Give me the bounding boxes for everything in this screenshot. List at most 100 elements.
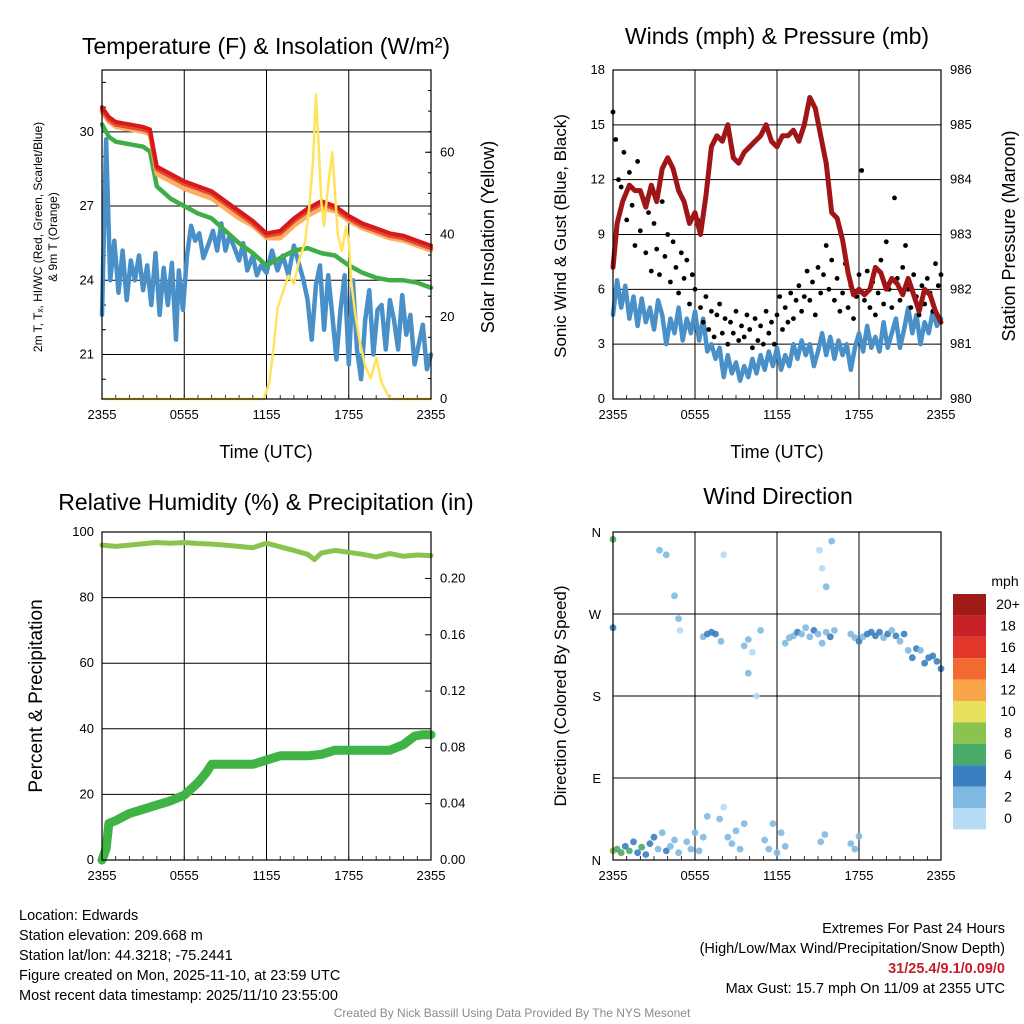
- wind-gust-point: [916, 312, 922, 318]
- rh-ytick-right-label: 0.08: [440, 739, 465, 754]
- rh-xtick-label: 2355: [417, 868, 446, 883]
- dir-legend-title: mph: [991, 573, 1018, 589]
- dir-point: [634, 849, 641, 857]
- rh-ytick-left-label: 20: [80, 786, 94, 801]
- station-latlon: Station lat/lon: 44.3218; -75.2441: [19, 948, 233, 964]
- temp-ylabel-left-line1: 2m T, Tₓ, HI/WC (Red, Green, Scarlet/Blu…: [31, 122, 45, 352]
- dir-point: [904, 647, 912, 654]
- dir-point: [662, 551, 670, 559]
- legend-swatch: [953, 808, 986, 830]
- wind-plot: 2355 0555 1155 1755 235503691215189809819829…: [591, 62, 972, 422]
- wind-ytick-left-label: 12: [591, 172, 605, 187]
- wind-gust-point: [654, 246, 660, 252]
- wind-gust-point: [698, 305, 703, 310]
- wind-gust-point: [637, 228, 643, 234]
- dir-point: [630, 838, 637, 846]
- dir-point: [654, 845, 662, 853]
- rh-xtick-label: 1155: [253, 868, 281, 883]
- wind-gust-point: [711, 334, 717, 340]
- wind-gust-point: [659, 199, 665, 205]
- rh-ytick-right-label: 0.04: [440, 796, 465, 811]
- wind-gust-point: [815, 265, 821, 270]
- dir-point: [773, 849, 781, 857]
- dir-point: [675, 849, 682, 857]
- rh-ytick-right-label: 0.20: [440, 570, 465, 585]
- dir-point: [671, 592, 678, 600]
- dir-point: [617, 849, 625, 857]
- dir-xtick-label: 1155: [763, 868, 791, 883]
- dir-point: [892, 632, 900, 640]
- wind-ytick-right-label: 982: [950, 281, 972, 296]
- wind-series-sonic-wind: [610, 277, 944, 383]
- temp-ytick-right-label: 0: [440, 391, 447, 406]
- max-gust: Max Gust: 15.7 mph On 11/09 at 2355 UTC: [725, 981, 1005, 997]
- wind-gust-point: [747, 327, 753, 332]
- rh-ytick-left-label: 0: [87, 852, 94, 867]
- dir-point: [761, 836, 769, 844]
- wind-series-station-pressure: [610, 94, 944, 325]
- temp-ytick-right-label: 40: [440, 227, 454, 242]
- temp-series-dewpoint: [99, 122, 434, 290]
- dir-point: [765, 845, 773, 853]
- wind-gust-point: [867, 305, 873, 310]
- rh-series-precipitation: [97, 730, 436, 865]
- dir-point: [638, 843, 646, 851]
- dir-point: [671, 836, 678, 844]
- temp-series-2m-t: [100, 105, 433, 248]
- dir-point: [744, 669, 752, 677]
- wind-gust-point: [651, 221, 657, 226]
- wind-gust-point: [635, 159, 640, 164]
- wind-gust-point: [763, 308, 769, 314]
- wind-gust-point: [613, 137, 619, 142]
- legend-swatch: [953, 615, 986, 637]
- dir-point: [728, 840, 736, 847]
- dir-point: [855, 832, 863, 840]
- dir-ytick-label: S: [592, 689, 601, 704]
- wind-gust-point: [864, 268, 870, 274]
- wind-gust-point: [648, 268, 654, 274]
- dir-point: [716, 815, 723, 823]
- wind-gust-point: [791, 316, 796, 321]
- wind-gust-point: [878, 257, 884, 263]
- dir-point: [818, 639, 826, 647]
- wind-gust-point: [829, 257, 835, 263]
- wind-gust-point: [676, 290, 681, 296]
- dir-point: [736, 845, 744, 853]
- wind-gust-point: [643, 250, 649, 256]
- dir-point: [642, 851, 650, 858]
- rh-ytick-right-label: 0.12: [440, 683, 465, 698]
- wind-gust-point: [774, 312, 780, 318]
- dir-point: [798, 630, 805, 638]
- dir-point: [656, 546, 663, 554]
- wind-ylabel-left: Sonic Wind & Gust (Blue, Black): [551, 114, 570, 358]
- wind-gust-point: [700, 319, 706, 325]
- rh-ytick-left-label: 40: [80, 721, 94, 736]
- station-location: Location: Edwards: [19, 908, 139, 924]
- legend-swatch: [953, 658, 986, 680]
- legend-label: 18: [1000, 617, 1016, 633]
- dir-xtick-label: 2355: [599, 868, 628, 883]
- wind-gust-point: [889, 305, 895, 310]
- dir-xtick-label: 1755: [845, 868, 874, 883]
- station-elevation: Station elevation: 209.668 m: [19, 928, 203, 944]
- wind-gust-point: [903, 243, 908, 248]
- temp-ytick-left-label: 24: [80, 272, 94, 287]
- wind-gust-point: [618, 184, 624, 190]
- wind-gust-point: [771, 341, 777, 347]
- dir-point: [749, 648, 756, 656]
- dir-point: [695, 847, 703, 855]
- wind-gust-point: [782, 305, 788, 310]
- wind-gust-point: [823, 243, 829, 248]
- wind-gust-point: [758, 323, 763, 329]
- wind-frame: [612, 69, 942, 400]
- rh-ylabel-left: Percent & Precipitation: [26, 599, 47, 792]
- temp-series-solar-insolation: [100, 93, 433, 401]
- wind-gust-point: [769, 319, 774, 325]
- dir-point: [802, 624, 810, 632]
- dir-point: [621, 842, 629, 850]
- wind-gust-point: [624, 217, 630, 223]
- wind-ytick-left-label: 0: [598, 391, 605, 406]
- wind-gust-point: [799, 308, 804, 314]
- figure-created: Figure created on Mon, 2025-11-10, at 23…: [19, 968, 341, 984]
